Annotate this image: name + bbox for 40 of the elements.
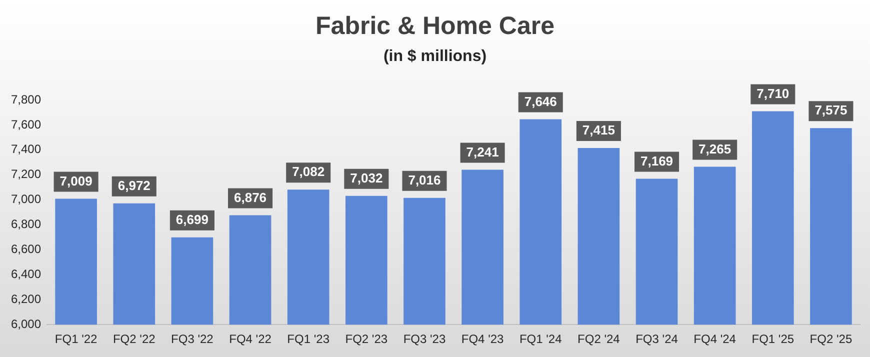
x-tick-label: FQ3 '23 (403, 332, 446, 346)
y-tick-label: 6,400 (11, 267, 42, 281)
data-label: 7,082 (292, 164, 325, 180)
x-tick-label: FQ1 '22 (54, 332, 98, 346)
y-tick-label: 7,800 (11, 92, 42, 106)
y-tick-label: 7,200 (11, 167, 42, 182)
chart-title: Fabric & Home Care (314, 12, 556, 41)
data-label: 7,710 (756, 86, 790, 101)
x-tick-label: FQ2 '25 (810, 332, 852, 346)
data-label: 7,169 (640, 153, 674, 168)
data-label: 7,265 (698, 141, 732, 156)
y-tick-label: 6,000 (11, 316, 42, 331)
x-tick-label: FQ3 '22 (171, 332, 214, 346)
data-label: 7,575 (814, 102, 848, 118)
data-label: 7,032 (350, 170, 383, 186)
x-tick-label: FQ2 '24 (578, 332, 620, 346)
x-tick-label: FQ2 '23 (345, 332, 388, 346)
data-label: 7,646 (524, 94, 557, 109)
y-tick-label: 7,600 (11, 117, 42, 132)
data-label: 6,876 (234, 190, 267, 205)
y-tick-label: 6,200 (11, 292, 42, 306)
x-tick-label: FQ1 '24 (519, 332, 562, 346)
x-tick-label: FQ1 '23 (287, 332, 330, 346)
data-label: 7,009 (60, 173, 92, 188)
x-tick-label: FQ1 '25 (752, 332, 794, 346)
x-tick-label: FQ4 '22 (229, 332, 272, 346)
x-tick-label: FQ4 '24 (694, 332, 736, 346)
chart-subtitle: (in $ millions) (382, 48, 488, 66)
y-tick-label: 6,600 (11, 242, 42, 256)
data-label: 6,699 (176, 212, 208, 227)
data-label: 6,972 (118, 178, 150, 193)
x-tick-label: FQ3 '24 (636, 332, 678, 346)
data-label: 7,241 (466, 144, 499, 160)
y-tick-label: 7,000 (11, 192, 42, 206)
y-tick-label: 6,800 (11, 217, 42, 232)
y-tick-label: 7,400 (11, 142, 42, 156)
x-tick-label: FQ2 '22 (112, 332, 156, 346)
data-label: 7,415 (582, 122, 615, 138)
x-tick-label: FQ4 '23 (461, 332, 504, 346)
data-label: 7,016 (408, 172, 441, 188)
